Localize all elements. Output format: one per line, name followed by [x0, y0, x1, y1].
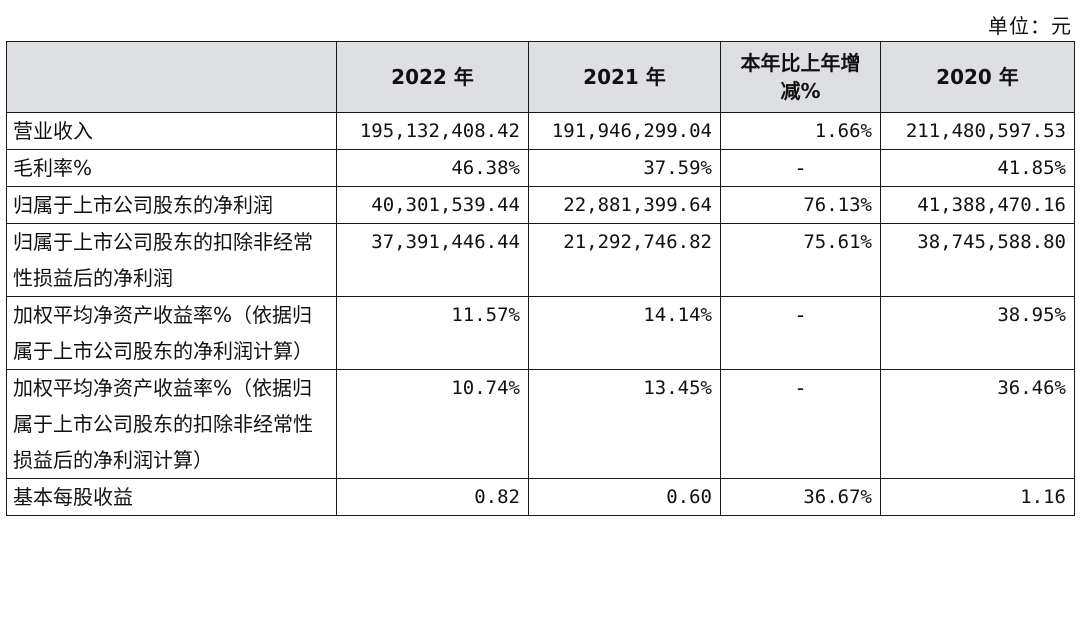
cell-2021: 13.45% — [528, 369, 721, 479]
cell-2020: 38,745,588.80 — [880, 223, 1075, 297]
table-row: 归属于上市公司股东的扣除非经常性损益后的净利润 37,391,446.44 21… — [6, 223, 1075, 297]
cell-2022: 10.74% — [336, 369, 529, 479]
cell-2020: 41.85% — [880, 149, 1075, 187]
cell-2022: 195,132,408.42 — [336, 112, 529, 150]
row-label: 归属于上市公司股东的扣除非经常性损益后的净利润 — [6, 223, 337, 297]
cell-2021: 37.59% — [528, 149, 721, 187]
header-blank — [6, 41, 337, 113]
table-row: 营业收入 195,132,408.42 191,946,299.04 1.66%… — [6, 112, 1075, 150]
cell-2020: 41,388,470.16 — [880, 186, 1075, 224]
cell-2020: 36.46% — [880, 369, 1075, 479]
cell-2020: 211,480,597.53 — [880, 112, 1075, 150]
cell-change: - — [720, 369, 881, 479]
table-row: 毛利率% 46.38% 37.59% - 41.85% — [6, 149, 1075, 187]
header-change-text: 本年比上年增减% — [740, 51, 861, 103]
cell-2022: 11.57% — [336, 296, 529, 370]
financial-table: 2022 年 2021 年 本年比上年增减% 2020 年 营业收入 195,1… — [6, 41, 1075, 516]
cell-change: 1.66% — [720, 112, 881, 150]
table-header-row: 2022 年 2021 年 本年比上年增减% 2020 年 — [6, 41, 1075, 113]
table-row: 基本每股收益 0.82 0.60 36.67% 1.16 — [6, 478, 1075, 516]
table-row: 加权平均净资产收益率%（依据归属于上市公司股东的净利润计算） 11.57% 14… — [6, 296, 1075, 370]
cell-change: - — [720, 296, 881, 370]
header-2021: 2021 年 — [528, 41, 721, 113]
cell-2021: 0.60 — [528, 478, 721, 516]
cell-2020: 38.95% — [880, 296, 1075, 370]
cell-2021: 191,946,299.04 — [528, 112, 721, 150]
cell-change: 36.67% — [720, 478, 881, 516]
header-change: 本年比上年增减% — [720, 41, 881, 113]
table-row: 加权平均净资产收益率%（依据归属于上市公司股东的扣除非经常性损益后的净利润计算）… — [6, 369, 1075, 479]
cell-change: - — [720, 149, 881, 187]
row-label: 归属于上市公司股东的净利润 — [6, 186, 337, 224]
row-label: 加权平均净资产收益率%（依据归属于上市公司股东的扣除非经常性损益后的净利润计算） — [6, 369, 337, 479]
unit-label: 单位：元 — [988, 14, 1072, 38]
cell-2021: 21,292,746.82 — [528, 223, 721, 297]
cell-change: 75.61% — [720, 223, 881, 297]
row-label: 毛利率% — [6, 149, 337, 187]
header-2022: 2022 年 — [336, 41, 529, 113]
row-label: 基本每股收益 — [6, 478, 337, 516]
cell-2022: 40,301,539.44 — [336, 186, 529, 224]
cell-2021: 14.14% — [528, 296, 721, 370]
row-label: 营业收入 — [6, 112, 337, 150]
row-label: 加权平均净资产收益率%（依据归属于上市公司股东的净利润计算） — [6, 296, 337, 370]
header-2020: 2020 年 — [880, 41, 1075, 113]
table-row: 归属于上市公司股东的净利润 40,301,539.44 22,881,399.6… — [6, 186, 1075, 224]
cell-2022: 37,391,446.44 — [336, 223, 529, 297]
cell-2021: 22,881,399.64 — [528, 186, 721, 224]
cell-change: 76.13% — [720, 186, 881, 224]
cell-2022: 46.38% — [336, 149, 529, 187]
cell-2020: 1.16 — [880, 478, 1075, 516]
cell-2022: 0.82 — [336, 478, 529, 516]
